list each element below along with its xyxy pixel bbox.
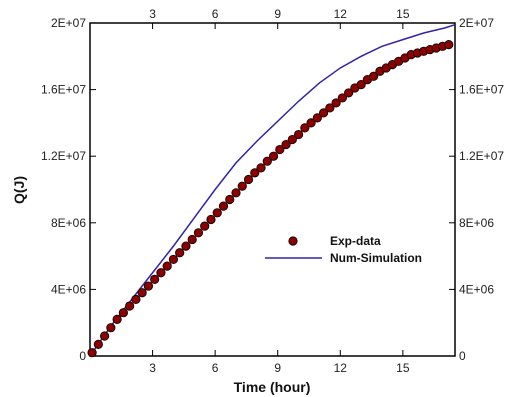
exp-data-point (237, 181, 247, 191)
y-axis-title: Q(J) (11, 176, 27, 204)
x-tick-label-top: 15 (396, 7, 410, 21)
axis-tick-labels: 3 3 6 6 9 9 12 12 15 15 0 0 4E+06 4E+06 8E+06 8E+06 1.2E… (41, 7, 504, 375)
exp-data-point (168, 254, 179, 265)
y-tick-label-left: 2E+07 (51, 16, 86, 30)
exp-data-point (231, 188, 241, 198)
exp-data-point (306, 118, 316, 128)
y-tick-label-right: 0 (459, 349, 466, 363)
y-tick-label-right: 4E+06 (459, 282, 494, 296)
x-tick-label-top: 3 (149, 7, 156, 21)
exp-data-point (287, 134, 297, 145)
exp-data-point (100, 331, 110, 341)
y-tick-label-left: 4E+06 (51, 282, 86, 296)
exp-data-point (325, 103, 335, 113)
x-axis-title: Time (hour) (234, 379, 311, 395)
exp-data-point (112, 314, 122, 324)
exp-data-point (250, 168, 260, 178)
exp-data-point (137, 288, 147, 298)
exp-data-point (331, 98, 341, 108)
exp-data-point (118, 308, 128, 318)
x-tick-label-bottom: 15 (396, 361, 410, 375)
exp-data-point (206, 214, 216, 225)
exp-data-point (337, 93, 347, 103)
axis-ticks (90, 22, 455, 357)
legend-label-exp-data: Exp-data (330, 234, 381, 248)
x-tick-label-bottom: 3 (149, 361, 156, 375)
exp-data-point (87, 348, 97, 358)
x-tick-label-bottom: 9 (274, 361, 281, 375)
exp-data-point (262, 156, 272, 166)
x-tick-label-bottom: 6 (212, 361, 219, 375)
y-tick-label-right: 8E+06 (459, 216, 494, 230)
exp-data-point (187, 234, 197, 245)
exp-data-point (275, 144, 285, 155)
y-tick-label-left: 1.6E+07 (41, 83, 86, 97)
exp-data-point (181, 241, 191, 251)
legend-marker-exp-data (288, 236, 298, 246)
exp-data-point (356, 80, 366, 90)
exp-data-point (243, 174, 254, 185)
exp-data-series (87, 40, 454, 358)
exp-data-point (106, 323, 116, 333)
exp-data-point (156, 268, 166, 278)
exp-data-point (143, 281, 153, 291)
x-tick-label-bottom: 12 (334, 361, 348, 375)
exp-data-point (444, 40, 454, 50)
plot-frame (89, 22, 456, 357)
legend: Exp-data Num-Simulation (265, 234, 422, 265)
x-tick-label-top: 9 (274, 7, 281, 21)
y-tick-label-right: 1.6E+07 (459, 83, 504, 97)
exp-data-point (93, 339, 103, 349)
y-tick-label-right: 1.2E+07 (459, 149, 504, 163)
exp-data-point (268, 151, 279, 161)
exp-data-point (212, 208, 222, 218)
exp-data-point (369, 71, 379, 81)
exp-data-point (175, 248, 185, 258)
x-tick-label-top: 6 (212, 7, 219, 21)
exp-data-point (193, 228, 204, 238)
y-tick-label-right: 2E+07 (459, 16, 494, 30)
y-tick-label-left: 0 (79, 349, 86, 363)
num-simulation-line (89, 23, 456, 357)
exp-data-point (125, 301, 135, 311)
exp-data-point (293, 129, 304, 140)
num-simulation-series (89, 23, 456, 357)
exp-data-point (312, 113, 322, 123)
x-tick-label-top: 12 (334, 7, 348, 21)
exp-data-point (150, 274, 160, 285)
exp-data-point (256, 163, 266, 173)
exp-data-point (218, 201, 229, 211)
y-tick-label-left: 8E+06 (51, 216, 86, 230)
legend-label-num-simulation: Num-Simulation (330, 251, 422, 265)
exp-data-point (281, 139, 291, 150)
exp-data-point (131, 294, 141, 304)
exp-data-point (225, 194, 235, 205)
exp-data-point (200, 221, 210, 231)
exp-data-point (344, 88, 354, 98)
exp-data-point (162, 261, 172, 271)
exp-data-point (300, 123, 310, 133)
exp-data-point (318, 108, 329, 118)
y-tick-label-left: 1.2E+07 (41, 149, 86, 163)
